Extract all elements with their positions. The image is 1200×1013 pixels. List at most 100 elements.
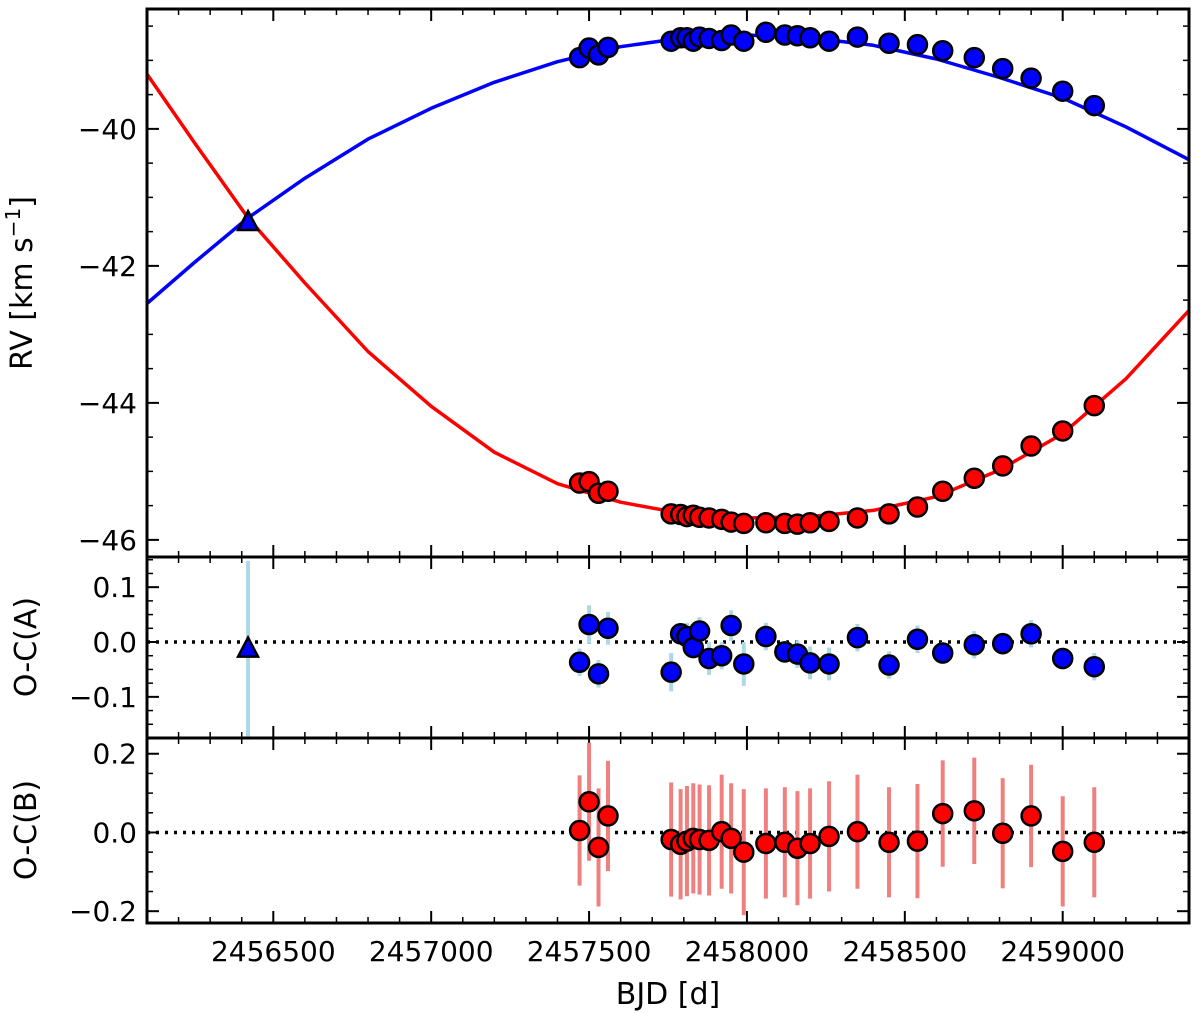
oc-b-residual-point — [818, 825, 840, 848]
oc-a-residual-point — [710, 644, 733, 667]
oc-a-residual-point — [568, 651, 591, 674]
oc-b-y-tick-label: 0.0 — [92, 816, 137, 849]
oc-b-y-tick-label: 0.2 — [92, 738, 137, 771]
rv-point-b — [818, 510, 840, 533]
rv-y-tick-label: −42 — [78, 250, 137, 283]
rv-point-b — [755, 512, 777, 534]
rv-point-triangle — [235, 208, 261, 232]
oc-b-residual-point — [578, 791, 600, 813]
oc-b-residual-point — [597, 805, 619, 827]
oc-b-residual-point — [846, 820, 869, 843]
rv-point-a — [963, 46, 986, 69]
oc-a-residual-point — [799, 652, 821, 674]
rv-point-a — [597, 36, 619, 59]
x-tick-label: 2457500 — [527, 935, 652, 968]
oc-b-residual-point — [963, 800, 986, 822]
oc-a-y-axis-title: O-C(A) — [9, 597, 44, 697]
rv-point-a — [1020, 67, 1042, 89]
oc-a-residual-point — [755, 625, 777, 648]
x-tick-label: 2459000 — [1000, 935, 1125, 968]
oc-a-residual-point — [963, 634, 986, 656]
oc-a-y-tick-label: 0.0 — [92, 626, 137, 659]
oc-b-axis-ticks: −0.2 0.0 0.2 2456500 2457000 2457500 2458000 24… — [69, 738, 1189, 968]
oc-b-residual-point — [931, 802, 954, 825]
rv-point-b — [846, 507, 869, 529]
rv-point-b — [906, 496, 929, 518]
rv-point-a — [733, 30, 755, 52]
rv-point-a — [846, 26, 869, 48]
oc-a-residual-point — [846, 626, 869, 649]
rv-point-a — [906, 33, 929, 56]
oc-b-residual-point — [906, 830, 929, 852]
oc-b-residual-point — [878, 831, 900, 854]
rv-point-a — [755, 21, 777, 44]
oc-a-residual-point — [1051, 647, 1074, 670]
rv-y-tick-label: −44 — [78, 387, 137, 420]
oc-b-residual-point — [1020, 805, 1042, 827]
oc-a-residual-point — [931, 642, 954, 664]
oc-a-residual-point — [597, 617, 619, 640]
oc-b-y-axis-title: O-C(B) — [9, 780, 44, 880]
oc-a-residual-point — [878, 654, 900, 676]
rv-model-curve-a — [145, 33, 1190, 305]
rv-point-b — [733, 512, 755, 535]
oc-a-residual-point — [1083, 655, 1106, 678]
oc-a-residual-point — [587, 663, 610, 685]
rv-point-b — [963, 467, 986, 489]
oc-a-y-tick-label: 0.1 — [92, 571, 137, 604]
oc-a-y-tick-label: −0.1 — [69, 681, 137, 714]
oc-b-panel-frame — [145, 736, 1191, 925]
oc-a-residual-point — [906, 628, 929, 651]
oc-b-panel: −0.2 0.0 0.2 2456500 2457000 2457500 2458000 24… — [9, 736, 1191, 1012]
rv-panel: −46 −44 −42 −40 RV [km s−1] — [1, 7, 1191, 559]
rv-y-tick-label: −40 — [78, 113, 137, 146]
x-tick-label: 2458500 — [842, 935, 967, 968]
x-tick-label: 2456500 — [211, 935, 336, 968]
oc-a-residual-point — [660, 661, 682, 683]
rv-data-points — [235, 21, 1106, 535]
x-axis-title: BJD [d] — [616, 977, 721, 1012]
rv-axis-ticks: −46 −44 −42 −40 — [78, 9, 1189, 557]
rv-point-a — [878, 32, 900, 54]
oc-a-residual-point — [991, 632, 1014, 655]
rv-point-b — [878, 503, 900, 525]
oc-b-residual-point — [755, 832, 777, 855]
oc-a-residual-triangle — [235, 634, 261, 658]
rv-point-b — [1051, 420, 1074, 442]
oc-b-residual-point — [587, 836, 610, 859]
oc-a-residual-points — [235, 560, 1106, 737]
oc-a-residual-point — [578, 613, 600, 636]
rv-point-b — [1083, 394, 1106, 417]
rv-point-a — [991, 57, 1014, 80]
rv-point-b — [799, 512, 821, 534]
oc-a-residual-point — [720, 614, 742, 637]
rv-point-b — [931, 480, 954, 502]
rv-point-a — [818, 30, 840, 52]
oc-b-residual-point — [720, 827, 742, 850]
rv-point-a — [1083, 94, 1106, 117]
oc-b-residual-point — [1083, 831, 1106, 854]
oc-a-residual-point — [688, 620, 711, 642]
oc-a-residual-point — [733, 653, 755, 675]
oc-b-residual-point — [568, 819, 591, 842]
oc-b-residual-point — [733, 841, 755, 863]
x-tick-label: 2457000 — [369, 935, 494, 968]
rv-y-axis-title-exponent: −1 — [1, 208, 25, 237]
oc-a-residual-point — [818, 653, 840, 675]
rv-point-a — [931, 40, 954, 62]
rv-point-a — [799, 27, 821, 49]
rv-point-a — [1051, 80, 1074, 102]
rv-y-axis-title-close: ] — [5, 196, 40, 208]
rv-point-b — [597, 480, 619, 502]
oc-b-residual-points — [568, 742, 1106, 916]
oc-b-residual-point — [799, 832, 821, 855]
x-tick-label: 2458000 — [685, 935, 810, 968]
oc-b-residual-point — [991, 822, 1014, 845]
rv-point-b — [1020, 435, 1042, 457]
oc-a-axis-ticks: −0.1 0.0 0.1 — [69, 557, 1189, 738]
rv-y-axis-title: RV [km s−1] — [1, 196, 40, 370]
oc-b-residual-point — [1051, 840, 1074, 863]
rv-point-b — [991, 455, 1014, 477]
oc-b-y-tick-label: −0.2 — [69, 895, 137, 928]
